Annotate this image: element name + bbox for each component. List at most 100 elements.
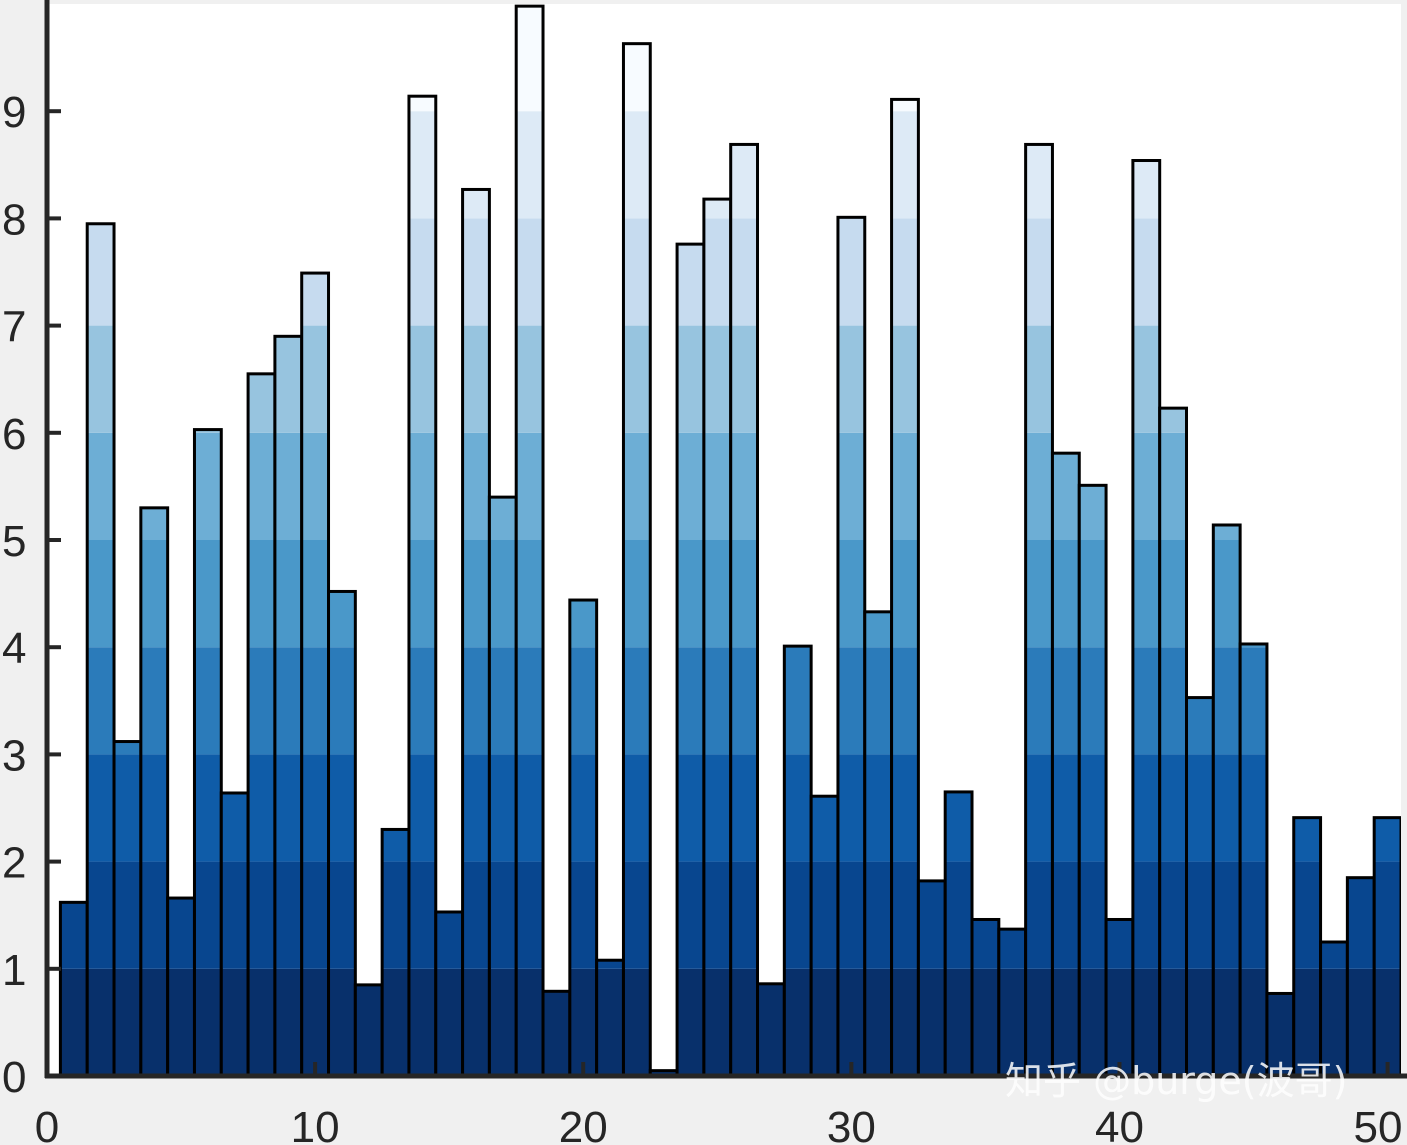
bar-segment — [1106, 919, 1133, 969]
bar-segment — [248, 647, 275, 755]
bar-segment — [784, 754, 812, 862]
bar-segment — [60, 968, 88, 1076]
bar-segment — [569, 754, 597, 862]
bar-segment — [1079, 540, 1107, 648]
bar-segment — [730, 861, 758, 969]
bar — [541, 989, 572, 1076]
bar-segment — [1025, 218, 1053, 326]
bar-segment — [516, 218, 544, 326]
bar-segment — [194, 432, 222, 540]
bar-segment — [462, 218, 490, 326]
bar — [970, 917, 1001, 1076]
bar-segment — [1106, 968, 1133, 1076]
bar-segment — [837, 432, 865, 540]
bar-segment — [140, 647, 168, 755]
bar — [273, 334, 304, 1076]
bar-segment — [623, 218, 651, 326]
bar-segment — [891, 325, 919, 433]
bar-segment — [623, 325, 651, 433]
bar-segment — [945, 968, 973, 1076]
bar — [1077, 483, 1108, 1076]
bar-segment — [221, 861, 249, 969]
bar-segment — [998, 968, 1026, 1076]
bar-segment — [972, 968, 999, 1076]
bar-segment — [516, 6, 544, 112]
bar-segment — [1374, 861, 1401, 969]
bar-segment — [274, 647, 302, 755]
bar-segment — [194, 540, 222, 648]
bar-segment — [462, 754, 490, 862]
bar-segment — [730, 144, 758, 219]
bar-segment — [1159, 968, 1187, 1076]
bar-segment — [194, 647, 222, 755]
bar-segment — [811, 861, 838, 969]
bar-segment — [891, 99, 919, 112]
bar-segment — [1374, 968, 1401, 1076]
bar-segment — [516, 432, 544, 540]
bar-segment — [1025, 144, 1053, 219]
bar-segment — [891, 968, 919, 1076]
bar-segment — [1052, 754, 1080, 862]
y-tick-label: 3 — [2, 731, 26, 780]
y-tick-label: 8 — [2, 195, 26, 244]
bar — [782, 644, 813, 1076]
bar-segment — [596, 968, 624, 1076]
y-axis-ticks: 0 1 2 3 4 5 6 7 8 9 — [2, 88, 61, 1102]
bar-segment — [1240, 968, 1267, 1076]
bar-segment — [462, 189, 490, 219]
bar-segment — [489, 540, 517, 648]
bar — [1345, 876, 1376, 1076]
bar-outline — [729, 142, 760, 1076]
bar-segment — [623, 968, 651, 1076]
bar-segment — [221, 792, 249, 862]
bar-segment — [677, 540, 704, 648]
y-tick-label: 5 — [2, 517, 26, 566]
bar-segment — [1025, 861, 1053, 969]
bar — [1158, 406, 1189, 1076]
bar — [890, 97, 920, 1076]
bar-segment — [408, 540, 436, 648]
bar-outline — [1238, 642, 1269, 1076]
bar-segment — [891, 540, 919, 648]
bar — [1238, 642, 1269, 1076]
bar — [407, 94, 438, 1076]
bar-segment — [864, 861, 892, 969]
bar-segment — [516, 968, 544, 1076]
bar-segment — [408, 432, 436, 540]
bar — [756, 982, 786, 1076]
bar-series — [58, 4, 1401, 1076]
x-tick-label: 10 — [291, 1103, 340, 1145]
bar-segment — [730, 432, 758, 540]
x-tick-label: 20 — [559, 1103, 608, 1145]
bar-segment — [891, 218, 919, 326]
bar — [166, 896, 196, 1076]
bar-segment — [972, 919, 999, 969]
x-tick-label: 0 — [35, 1103, 59, 1145]
bar-segment — [462, 861, 490, 969]
bar-segment — [274, 540, 302, 648]
y-tick-label: 6 — [2, 410, 26, 459]
bar-segment — [1186, 861, 1214, 969]
bar-segment — [677, 325, 704, 433]
bar-segment — [1213, 861, 1241, 969]
bar-segment — [1079, 968, 1107, 1076]
bar-segment — [274, 432, 302, 540]
bar-segment — [1186, 968, 1214, 1076]
bar-segment — [623, 647, 651, 755]
bar-segment — [1132, 968, 1160, 1076]
bar-segment — [140, 754, 168, 862]
bar — [139, 506, 170, 1076]
bar-segment — [301, 754, 329, 862]
bar-segment — [623, 432, 651, 540]
bar-segment — [730, 968, 758, 1076]
bar-segment — [1240, 861, 1267, 969]
bar-segment — [569, 861, 597, 969]
watermark-text: 知乎 @burge(波哥) — [1005, 1059, 1347, 1103]
bar-segment — [1159, 754, 1187, 862]
bar-segment — [114, 754, 141, 862]
bar-segment — [516, 111, 544, 219]
bar-segment — [623, 43, 651, 112]
bar-segment — [140, 968, 168, 1076]
bar-segment — [703, 199, 731, 219]
bar-segment — [784, 861, 812, 969]
